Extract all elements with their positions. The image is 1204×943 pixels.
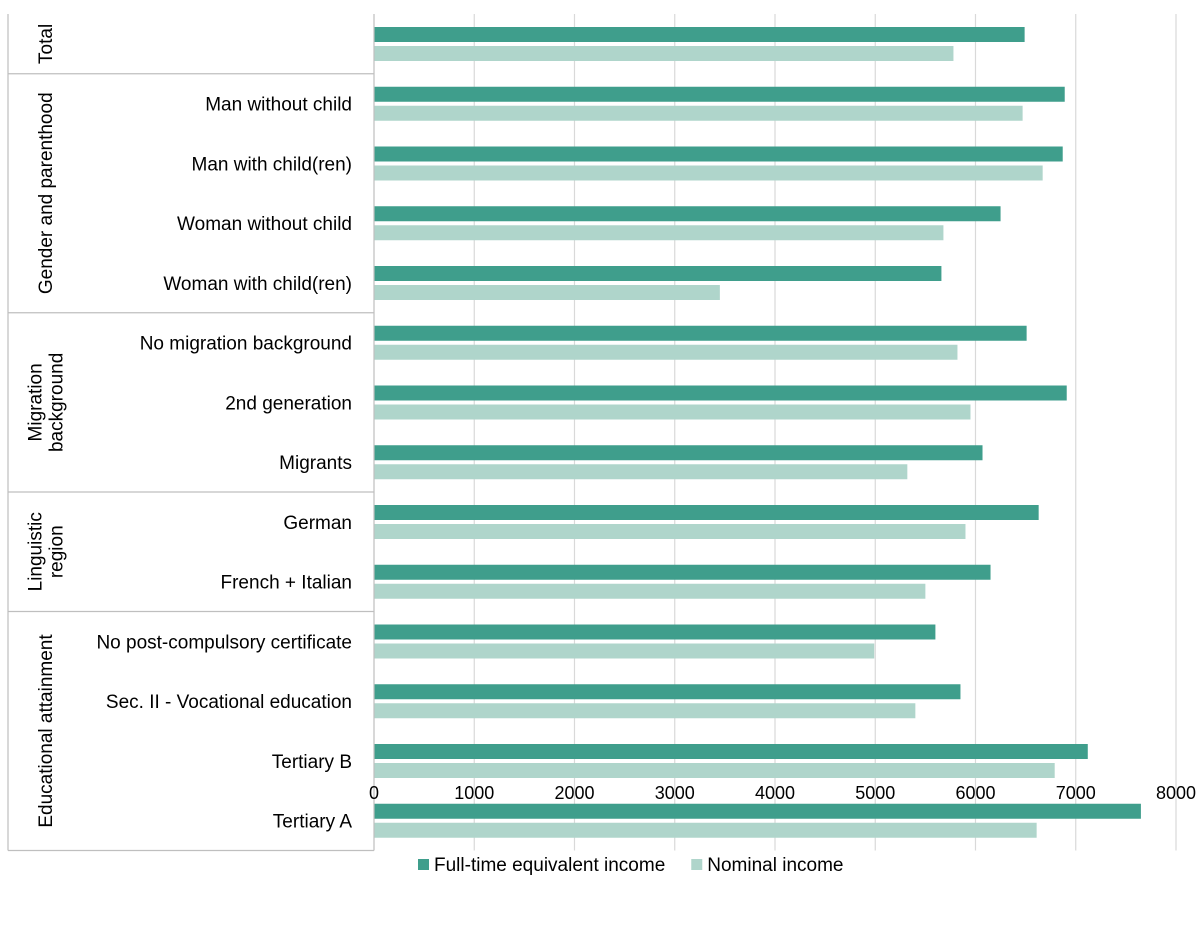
legend-swatch-1: [691, 859, 703, 870]
category-label-9: French + Italian: [221, 573, 353, 594]
x-tick-label: 7000: [1056, 783, 1096, 803]
bar-nominal-2: [374, 165, 1043, 181]
x-tick-label: 2000: [554, 783, 594, 803]
bar-nominal-3: [374, 225, 944, 241]
category-label-6: 2nd generation: [225, 393, 352, 414]
group-label-line: Total: [36, 24, 57, 64]
bar-fte-11: [374, 684, 961, 700]
bar-fte-3: [374, 206, 1001, 222]
axes: [7, 14, 375, 852]
category-label-12: Tertiary B: [272, 752, 352, 773]
x-tick-label: 5000: [855, 783, 895, 803]
bar-fte-6: [374, 385, 1067, 401]
x-tick-label: 8000: [1156, 783, 1196, 803]
x-tick-label: 1000: [454, 783, 494, 803]
bar-fte-4: [374, 266, 942, 281]
category-label-4: Woman with child(ren): [163, 274, 352, 295]
bar-nominal-6: [374, 404, 971, 420]
bar-nominal-9: [374, 583, 926, 599]
group-label-line: Educational attainment: [36, 634, 57, 828]
bar-nominal-8: [374, 524, 966, 539]
group-label-4: Educational attainment: [36, 634, 57, 828]
bar-fte-1: [374, 86, 1065, 102]
legend-label-1: Nominal income: [707, 855, 843, 876]
bar-fte-12: [374, 744, 1088, 759]
group-label-line: region: [47, 525, 68, 578]
bar-fte-2: [374, 146, 1063, 162]
category-label-13: Tertiary A: [273, 812, 353, 833]
x-tick-label: 4000: [755, 783, 795, 803]
category-label-7: Migrants: [279, 453, 352, 474]
bar-nominal-4: [374, 285, 720, 300]
legend-swatch-0: [418, 859, 429, 870]
x-axis-ticks: 0 1000 2000 3000 4000 5000 6000 7000 8000: [369, 783, 1196, 803]
category-label-2: Man with child(ren): [192, 154, 353, 175]
bar-nominal-1: [374, 105, 1023, 121]
bar-nominal-12: [374, 763, 1055, 778]
bar-nominal-10: [374, 643, 875, 659]
category-label-3: Woman without child: [177, 214, 352, 235]
bar-nominal-0: [374, 46, 954, 61]
x-tick-label: 3000: [655, 783, 695, 803]
category-label-5: No migration background: [140, 334, 352, 355]
bar-nominal-11: [374, 703, 916, 719]
bar-fte-10: [374, 624, 936, 640]
group-label-0: Total: [36, 24, 57, 64]
group-label-line: Migration: [26, 363, 47, 441]
bar-fte-13: [374, 803, 1141, 819]
gridlines: [473, 14, 1177, 851]
group-label-2: Migrationbackground: [26, 353, 68, 452]
x-tick-label: 0: [369, 783, 379, 803]
bar-fte-8: [374, 505, 1039, 520]
group-label-1: Gender and parenthood: [36, 92, 57, 294]
bars: [374, 27, 1141, 838]
category-label-11: Sec. II - Vocational education: [106, 692, 352, 713]
category-label-1: Man without child: [205, 95, 352, 116]
category-label-10: No post-compulsory certificate: [96, 632, 352, 653]
group-label-line: background: [47, 353, 68, 452]
bar-nominal-13: [374, 822, 1037, 838]
bar-fte-9: [374, 564, 991, 580]
legend-label-0: Full-time equivalent income: [434, 855, 665, 876]
bar-nominal-5: [374, 344, 958, 360]
group-label-3: Linguisticregion: [26, 512, 68, 591]
bar-fte-7: [374, 445, 983, 461]
bar-fte-0: [374, 27, 1025, 42]
x-tick-label: 6000: [955, 783, 995, 803]
legend: Full-time equivalent income Nominal incom…: [418, 855, 844, 876]
group-labels: Total Gender and parenthood Migrationbackg…: [26, 24, 68, 828]
bar-fte-5: [374, 325, 1027, 341]
group-label-line: Gender and parenthood: [36, 92, 57, 294]
category-labels: Man without child Man with child(ren) Woma…: [96, 95, 352, 833]
group-label-line: Linguistic: [26, 512, 47, 591]
category-label-8: German: [283, 513, 352, 534]
bar-nominal-7: [374, 464, 908, 480]
